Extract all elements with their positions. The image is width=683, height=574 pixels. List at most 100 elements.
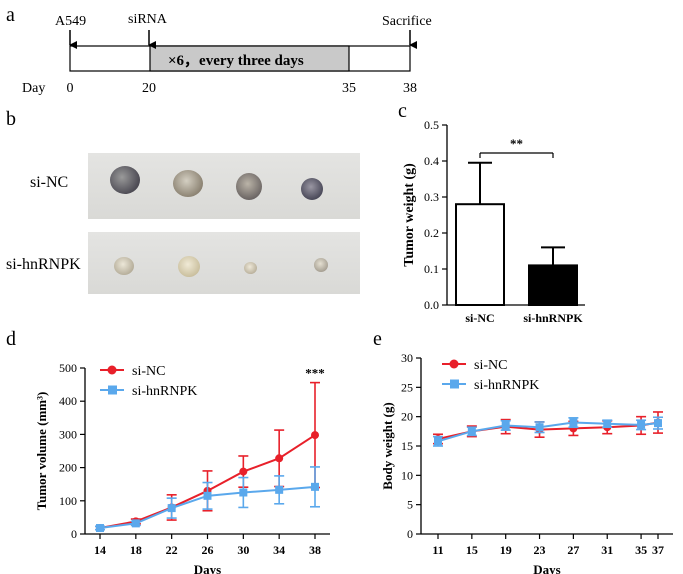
bar-si-nc: [455, 203, 505, 306]
y-tick-label: 0.4: [424, 154, 439, 168]
tumor-image: [114, 257, 134, 275]
data-point: [96, 524, 104, 533]
tumor-image: [236, 173, 262, 200]
y-tick-label: 400: [59, 394, 77, 408]
series-si-hnrnpk: [433, 416, 663, 447]
data-point: [239, 467, 248, 476]
y-tick-label: 0: [407, 527, 413, 541]
x-tick-label: 22: [166, 543, 178, 557]
x-tick-label: si-NC: [465, 311, 494, 325]
series-si-hnrnpk: [95, 466, 320, 533]
x-tick-label: 26: [202, 543, 214, 557]
tumor-image: [244, 262, 257, 274]
tumor-image: [110, 166, 140, 194]
y-tick-label: 20: [401, 410, 413, 424]
y-axis-label: Tumor weight (g): [402, 163, 417, 267]
series-line: [437, 421, 659, 443]
x-tick-label: 31: [601, 543, 613, 557]
data-point: [654, 419, 662, 428]
treatment-period: [149, 45, 350, 72]
x-tick-label: 35: [635, 543, 647, 557]
y-tick-label: 0.0: [424, 298, 439, 312]
tumor-image: [173, 170, 203, 197]
data-point: [131, 519, 140, 528]
x-tick-label: 19: [500, 543, 512, 557]
y-tick-label: 5: [407, 498, 413, 512]
day-tick-38: 38: [403, 81, 417, 96]
tumor-image: [301, 178, 323, 200]
event-label-a549: A549: [55, 14, 86, 29]
event-label-sirna: siRNA: [128, 12, 168, 27]
panel-label-e: e: [373, 328, 382, 350]
x-axis-label: Days: [533, 562, 560, 574]
data-point: [311, 431, 319, 440]
legend-label: si-NC: [132, 364, 165, 379]
tumor-image: [178, 256, 200, 277]
legend-marker: [107, 365, 117, 375]
y-tick-label: 0.3: [424, 190, 439, 204]
x-tick-label: 14: [94, 543, 106, 557]
data-point: [637, 420, 646, 429]
x-tick-label: 38: [309, 543, 321, 557]
tumor-photo-hnrnpk: [88, 232, 360, 294]
y-tick-label: 300: [59, 427, 77, 441]
data-point: [311, 482, 319, 491]
treatment-text: ×6，every three days: [168, 53, 304, 69]
x-tick-label: 27: [567, 543, 579, 557]
x-tick-label: 23: [534, 543, 546, 557]
panel-label-d: d: [6, 328, 16, 350]
bar-si-hnrnpk: [528, 264, 578, 306]
legend-marker: [450, 379, 459, 389]
data-point: [501, 421, 510, 430]
x-tick-label: 34: [273, 543, 285, 557]
x-axis-label: Days: [194, 562, 221, 574]
y-tick-label: 100: [59, 494, 77, 508]
y-tick-label: 0.2: [424, 226, 439, 240]
chart-tumor-volume: 0 100 200 300 400 500 14 18 22 26 30 34 38 Days Tumor …: [34, 361, 330, 574]
data-point: [603, 419, 612, 428]
y-tick-label: 25: [401, 380, 413, 394]
row-label-si-nc: si-NC: [30, 174, 69, 191]
legend-marker: [108, 385, 117, 395]
chart-body-weight: 0 5 10 15 20 25 30 11 15 19 23 27 31 35 37 Days Body wei…: [380, 351, 673, 574]
event-label-sacrifice: Sacrifice: [382, 14, 432, 29]
x-tick-label: si-hnRNPK: [523, 311, 583, 325]
tumor-image: [314, 258, 328, 272]
x-tick-label: 18: [130, 543, 142, 557]
y-tick-label: 0.1: [424, 262, 439, 276]
panel-label-c: c: [398, 100, 407, 122]
day-tick-20: 20: [142, 81, 156, 96]
day-tick-0: 0: [67, 81, 74, 96]
y-axis-label: Tumor volume (mm³): [34, 392, 49, 511]
data-point: [569, 418, 578, 427]
chart-tumor-weight: 0.0 0.1 0.2 0.3 0.4 0.5 si-NC si-hnRNPK ** Tumor …: [402, 118, 585, 325]
data-point: [467, 427, 476, 436]
y-tick-label: 10: [401, 468, 413, 482]
y-tick-label: 0: [71, 527, 77, 541]
day-tick-35: 35: [342, 81, 356, 96]
significance-label: ***: [305, 366, 325, 381]
day-label: Day: [22, 81, 45, 96]
x-tick-label: 37: [652, 543, 664, 557]
y-tick-label: 15: [401, 439, 413, 453]
data-point: [535, 423, 544, 432]
panel-label-a: a: [6, 4, 15, 26]
panel-label-b: b: [6, 108, 16, 130]
y-tick-label: 30: [401, 351, 413, 365]
x-tick-label: 11: [432, 543, 443, 557]
significance-label: **: [510, 136, 523, 151]
data-point: [434, 437, 442, 446]
data-point: [167, 504, 176, 513]
data-point: [203, 491, 212, 500]
y-tick-label: 0.5: [424, 118, 439, 132]
y-tick-label: 500: [59, 361, 77, 375]
legend-label: si-NC: [474, 358, 507, 373]
y-axis-label: Body weight (g): [380, 402, 395, 489]
tumor-photo-nc: [88, 153, 360, 219]
row-label-si-hnrnpk: si-hnRNPK: [6, 256, 81, 273]
data-point: [239, 488, 248, 497]
data-point: [275, 485, 284, 494]
x-tick-label: 30: [237, 543, 249, 557]
x-tick-label: 15: [466, 543, 478, 557]
timeline-diagram: A549 siRNA Sacrifice ×6，every three days…: [22, 12, 432, 96]
